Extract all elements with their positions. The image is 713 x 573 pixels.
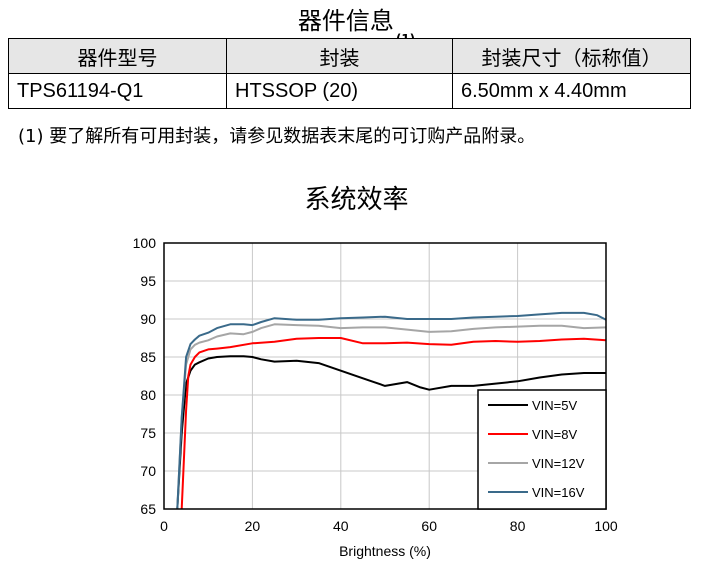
cell-package: HTSSOP (20) — [226, 73, 453, 109]
legend-label: VIN=8V — [532, 427, 577, 442]
footnote: (1) 要了解所有可用封装，请参见数据表末尾的可订购产品附录。 — [18, 126, 536, 147]
legend-label: VIN=16V — [532, 485, 585, 500]
y-tick-label: 85 — [140, 349, 156, 365]
y-axis-ticks: 65 70 75 80 85 90 95 100 — [133, 235, 157, 517]
legend: VIN=5V VIN=8V VIN=12V VIN=16V — [477, 389, 607, 510]
y-tick-label: 65 — [140, 501, 156, 517]
y-tick-label: 90 — [140, 311, 156, 327]
x-axis-title: Brightness (%) — [339, 543, 431, 559]
x-tick-label: 40 — [333, 518, 349, 534]
x-tick-label: 20 — [245, 518, 261, 534]
series-lines — [176, 311, 607, 510]
device-info-table: 器件型号 封装 封装尺寸（标称值） TPS61194-Q1 HTSSOP (20… — [8, 38, 691, 109]
y-tick-label: 95 — [140, 273, 156, 289]
header-package: 封装 — [226, 38, 453, 74]
legend-label: VIN=12V — [532, 456, 585, 471]
x-tick-label: 80 — [510, 518, 526, 534]
table-row: TPS61194-Q1 HTSSOP (20) 6.50mm x 4.40mm — [8, 73, 691, 109]
x-axis-ticks: 0 20 40 60 80 100 — [160, 518, 618, 534]
efficiency-chart: 65 70 75 80 85 90 95 100 0 20 40 60 80 100 Brightnes… — [133, 235, 618, 559]
series-line-vin-12v — [176, 323, 607, 510]
series-line-vin-5v — [176, 355, 606, 510]
x-tick-label: 60 — [421, 518, 437, 534]
series-line-vin-16v — [176, 311, 607, 510]
series-line-vin-8v — [180, 337, 607, 510]
header-part-number: 器件型号 — [8, 38, 227, 74]
plot-border — [163, 242, 607, 510]
x-tick-label: 100 — [594, 518, 618, 534]
cell-part-number: TPS61194-Q1 — [8, 73, 227, 109]
table-title-text: 器件信息 — [297, 7, 394, 35]
y-tick-label: 75 — [140, 425, 156, 441]
header-package-size: 封装尺寸（标称值） — [452, 38, 691, 74]
table-header-row: 器件型号 封装 封装尺寸（标称值） — [8, 38, 691, 74]
legend-box — [477, 389, 607, 510]
cell-package-size: 6.50mm x 4.40mm — [452, 73, 691, 109]
legend-label: VIN=5V — [532, 398, 577, 413]
chart-title: 系统效率 — [304, 185, 409, 215]
y-tick-label: 80 — [140, 387, 156, 403]
x-tick-label: 0 — [160, 518, 168, 534]
y-tick-label: 70 — [140, 463, 156, 479]
y-tick-label: 100 — [133, 235, 157, 251]
